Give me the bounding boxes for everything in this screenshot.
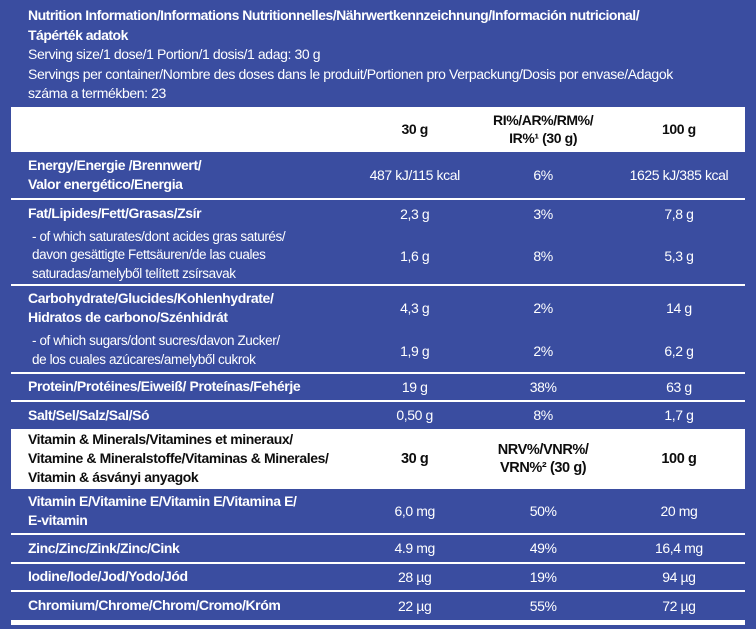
row-carbohydrate-label: Carbohydrate/Glucides/Kohlenhydrate/ Hid… xyxy=(28,290,274,325)
servings-per-container-line: Servings per container/Nombre des doses … xyxy=(28,65,673,102)
row-saturates-value-100g: 5,3 g xyxy=(664,247,694,264)
row-protein-value-100g: 63 g xyxy=(666,378,692,395)
row-energy-value-ri: 6% xyxy=(533,166,553,183)
nutrition-title: Nutrition Information/Informations Nutri… xyxy=(28,7,640,43)
row-carbohydrate: Carbohydrate/Glucides/Kohlenhydrate/ Hid… xyxy=(11,286,745,330)
row-saturates-label: - of which saturates/dont acides gras sa… xyxy=(32,228,286,281)
row-energy-value-100g: 1625 kJ/385 kcal xyxy=(629,166,729,183)
row-salt-value-30g: 0,50 g xyxy=(396,407,433,423)
row-iodine-value-nrv: 19% xyxy=(529,568,557,585)
row-chromium-value-30g: 22 µg xyxy=(398,597,432,614)
row-zinc-value-30g: 4.9 mg xyxy=(394,540,435,556)
row-carbohydrate-value-30g: 4,3 g xyxy=(400,299,430,316)
row-sugars-label: - of which sugars/dont sucres/davon Zuck… xyxy=(32,333,280,367)
row-fat-value-100g: 7,8 g xyxy=(664,205,694,222)
column-header-30g: 30 g xyxy=(401,121,428,137)
row-carbohydrate-value-100g: 14 g xyxy=(666,299,692,316)
row-salt-label: Salt/Sel/Salz/Sal/Só xyxy=(28,406,150,423)
row-group-vitamin-e: Vitamin E/Vitamine E/Vitamin E/Vitamina … xyxy=(11,489,745,535)
row-vitamin-e-value-30g: 6,0 mg xyxy=(394,502,435,519)
row-iodine: Iodine/Iode/Jod/Yodo/Jód 28 µg 19% 94 µg xyxy=(11,564,745,590)
row-vitamin-e-label: Vitamin E/Vitamine E/Vitamin E/Vitamina … xyxy=(28,493,297,528)
row-zinc-value-nrv: 49% xyxy=(529,540,557,556)
column-header-row: 30 g RI%/AR%/RM%/ IR%¹ (30 g) 100 g xyxy=(11,106,745,152)
row-chromium-value-100g: 72 µg xyxy=(662,597,696,614)
row-chromium: Chromium/Chrome/Chrom/Cromo/Króm 22 µg 5… xyxy=(11,592,745,620)
row-zinc-label: Zinc/Zinc/Zink/Zinc/Cink xyxy=(28,539,180,556)
row-group-carbohydrate: Carbohydrate/Glucides/Kohlenhydrate/ Hid… xyxy=(11,286,745,374)
vitamins-header-label: Vitamin & Minerals/Vitamines et mineraux… xyxy=(28,431,329,485)
row-group-fat: Fat/Lipides/Fett/Grasas/Zsír 2,3 g 3% 7,… xyxy=(11,200,745,286)
nutrition-table: 30 g RI%/AR%/RM%/ IR%¹ (30 g) 100 g Ener… xyxy=(11,106,745,625)
vitamins-header-row: Vitamin & Minerals/Vitamines et mineraux… xyxy=(11,428,745,489)
row-salt-value-100g: 1,7 g xyxy=(664,407,694,423)
row-group-energy: Energy/Energie /Brennwert/ Valor energét… xyxy=(11,152,745,200)
row-fat: Fat/Lipides/Fett/Grasas/Zsír 2,3 g 3% 7,… xyxy=(11,200,745,228)
row-group-chromium: Chromium/Chrome/Chrom/Cromo/Króm 22 µg 5… xyxy=(11,592,745,620)
row-salt-value-ri: 8% xyxy=(533,407,553,423)
row-sugars-value-100g: 6,2 g xyxy=(664,342,694,359)
vitamins-header-100g: 100 g xyxy=(661,450,697,467)
column-header-ri-percent: RI%/AR%/RM%/ IR%¹ (30 g) xyxy=(493,112,594,146)
label-header: Nutrition Information/Informations Nutri… xyxy=(0,0,756,104)
row-zinc-value-100g: 16,4 mg xyxy=(655,540,703,556)
row-vitamin-e: Vitamin E/Vitamine E/Vitamin E/Vitamina … xyxy=(11,489,745,533)
row-chromium-label: Chromium/Chrome/Chrom/Cromo/Króm xyxy=(28,597,281,614)
row-protein: Protein/Protéines/Eiweiß/ Proteínas/Fehé… xyxy=(11,374,745,400)
row-zinc: Zinc/Zinc/Zink/Zinc/Cink 4.9 mg 49% 16,4… xyxy=(11,535,745,562)
row-protein-label: Protein/Protéines/Eiweiß/ Proteínas/Fehé… xyxy=(28,378,301,395)
row-group-zinc: Zinc/Zinc/Zink/Zinc/Cink 4.9 mg 49% 16,4… xyxy=(11,535,745,564)
row-iodine-value-30g: 28 µg xyxy=(398,568,432,585)
row-saturates: - of which saturates/dont acides gras sa… xyxy=(11,228,745,284)
row-iodine-label: Iodine/Iode/Jod/Yodo/Jód xyxy=(28,568,188,585)
vitamins-header-30g: 30 g xyxy=(400,450,429,467)
row-energy-label: Energy/Energie /Brennwert/ Valor energét… xyxy=(28,157,202,192)
row-chromium-value-nrv: 55% xyxy=(529,597,557,614)
serving-size-line: Serving size/1 dose/1 Portion/1 dosis/1 … xyxy=(28,46,321,62)
row-salt: Salt/Sel/Salz/Sal/Só 0,50 g 8% 1,7 g xyxy=(11,402,745,429)
column-header-100g: 100 g xyxy=(662,121,696,137)
row-saturates-value-ri: 8% xyxy=(533,247,553,264)
row-sugars-value-30g: 1,9 g xyxy=(400,342,430,359)
row-group-salt: Salt/Sel/Salz/Sal/Só 0,50 g 8% 1,7 g xyxy=(11,402,745,429)
row-fat-value-30g: 2,3 g xyxy=(400,205,430,222)
row-energy-value-30g: 487 kJ/115 kcal xyxy=(369,166,461,183)
row-energy: Energy/Energie /Brennwert/ Valor energét… xyxy=(11,152,745,198)
bottom-border-line xyxy=(11,619,745,625)
row-iodine-value-100g: 94 µg xyxy=(662,568,696,585)
row-protein-value-30g: 19 g xyxy=(401,378,428,395)
row-group-iodine: Iodine/Iode/Jod/Yodo/Jód 28 µg 19% 94 µg xyxy=(11,564,745,592)
row-sugars: - of which sugars/dont sucres/davon Zuck… xyxy=(11,330,745,372)
vitamins-header-nrv-percent: NRV%/VNR%/ VRN%² (30 g) xyxy=(497,441,589,476)
row-group-protein: Protein/Protéines/Eiweiß/ Proteínas/Fehé… xyxy=(11,374,745,402)
row-protein-value-ri: 38% xyxy=(529,378,557,395)
row-carbohydrate-value-ri: 2% xyxy=(533,299,553,316)
row-saturates-value-30g: 1,6 g xyxy=(400,247,430,264)
row-fat-label: Fat/Lipides/Fett/Grasas/Zsír xyxy=(28,205,202,222)
row-sugars-value-ri: 2% xyxy=(533,342,553,359)
row-vitamin-e-value-nrv: 50% xyxy=(529,502,557,519)
row-fat-value-ri: 3% xyxy=(533,205,553,222)
row-vitamin-e-value-100g: 20 mg xyxy=(660,502,698,519)
